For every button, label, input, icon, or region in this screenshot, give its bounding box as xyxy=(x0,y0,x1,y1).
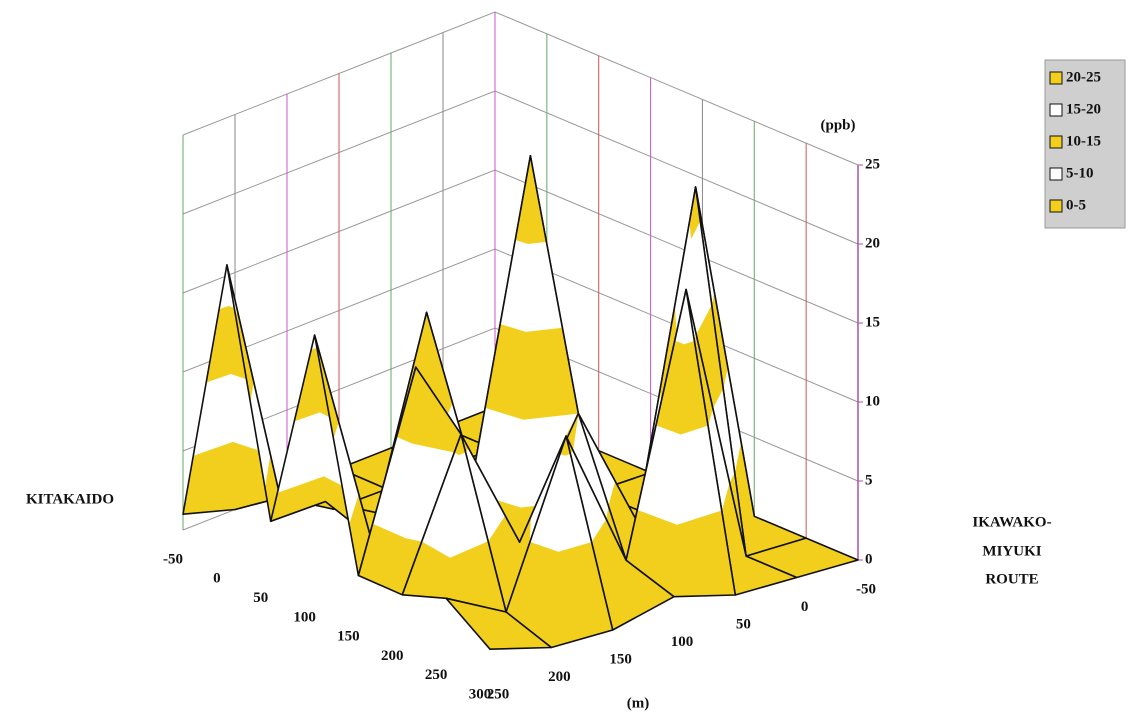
z-tick-label: 20 xyxy=(865,235,880,251)
legend-label: 10-15 xyxy=(1066,133,1101,149)
y-tick-label: 100 xyxy=(671,634,694,650)
left-label: KITAKAIDO xyxy=(26,491,114,507)
x-tick-label: -50 xyxy=(163,551,183,567)
z-tick-label: 25 xyxy=(865,156,880,172)
surface xyxy=(182,155,859,651)
x-tick-label: 250 xyxy=(425,667,448,683)
x-tick-label: 0 xyxy=(213,571,221,587)
legend-swatch xyxy=(1049,167,1063,181)
legend-swatch xyxy=(1049,71,1063,85)
y-tick-label: -50 xyxy=(856,581,876,597)
surface-band xyxy=(192,373,234,456)
legend-label: 5-10 xyxy=(1066,165,1094,181)
surface-band xyxy=(796,537,859,578)
legend-label: 20-25 xyxy=(1066,69,1101,85)
y-tick-label: 200 xyxy=(548,669,571,685)
z-tick-label: 10 xyxy=(865,393,880,409)
legend-swatch xyxy=(1049,135,1063,149)
surface-band xyxy=(293,347,321,422)
surface-band xyxy=(522,327,579,420)
labels: KITAKAIDO IKAWAKO- MIYUKI ROUTE (ppb) (m… xyxy=(26,117,1052,711)
right-label: ROUTE xyxy=(985,571,1038,587)
surface-edge xyxy=(445,597,553,651)
right-label: MIYUKI xyxy=(982,543,1041,559)
legend-swatch xyxy=(1049,199,1063,213)
z-axis-label: (ppb) xyxy=(820,117,855,133)
x-tick-label: 50 xyxy=(253,590,268,606)
y-tick-label: 250 xyxy=(487,686,510,702)
grid-line xyxy=(182,11,859,166)
x-tick-label: 200 xyxy=(381,648,404,664)
z-tick-label: 5 xyxy=(865,472,873,488)
surface-band xyxy=(182,441,236,515)
y-tick-label: 150 xyxy=(609,651,632,667)
x-tick-label: 100 xyxy=(293,609,316,625)
surface-band xyxy=(525,241,563,332)
x-tick-label: 300 xyxy=(469,686,492,702)
x-axis-label: (m) xyxy=(627,695,650,711)
legend-label: 0-5 xyxy=(1066,197,1086,213)
z-tick-label: 0 xyxy=(865,551,873,567)
walls: 0510152025-50050100150200250300-50050100… xyxy=(163,11,880,702)
y-tick-label: 50 xyxy=(736,616,751,632)
right-label: IKAWAKO- xyxy=(972,514,1051,530)
x-tick-label: 150 xyxy=(337,629,360,645)
legend-swatch xyxy=(1049,103,1063,117)
y-tick-label: 0 xyxy=(801,599,809,615)
legend: 20-25 15-20 10-15 5-10 0-5 xyxy=(1044,59,1126,229)
z-tick-label: 15 xyxy=(865,314,880,330)
legend-label: 15-20 xyxy=(1066,101,1101,117)
